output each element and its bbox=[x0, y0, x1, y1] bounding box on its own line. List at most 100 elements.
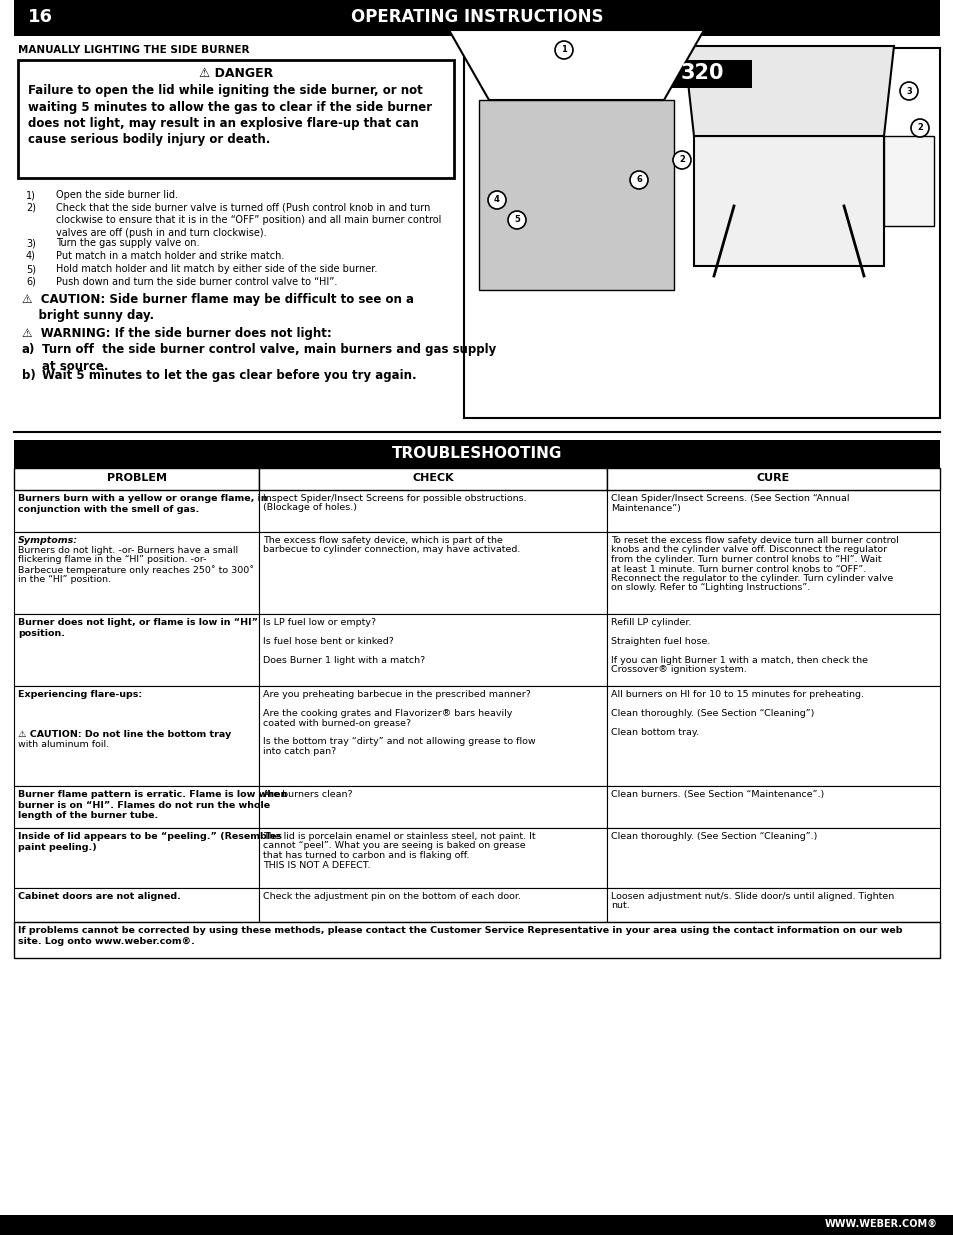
Circle shape bbox=[672, 151, 690, 169]
Text: 6): 6) bbox=[26, 277, 36, 287]
Text: Is LP fuel low or empty?: Is LP fuel low or empty? bbox=[263, 618, 376, 627]
Bar bbox=[259, 614, 606, 685]
Bar bbox=[14, 614, 259, 685]
Text: Loosen adjustment nut/s. Slide door/s until aligned. Tighten: Loosen adjustment nut/s. Slide door/s un… bbox=[610, 892, 893, 902]
Bar bbox=[259, 827, 606, 888]
Bar bbox=[478, 100, 673, 290]
Polygon shape bbox=[683, 46, 893, 136]
Text: ⚠  WARNING: If the side burner does not light:: ⚠ WARNING: If the side burner does not l… bbox=[22, 327, 332, 340]
Bar bbox=[14, 0, 939, 36]
Bar bbox=[606, 468, 939, 490]
Circle shape bbox=[629, 170, 647, 189]
Bar bbox=[259, 468, 606, 490]
Text: flickering flame in the “HI” position. -or-: flickering flame in the “HI” position. -… bbox=[18, 556, 206, 564]
Text: Are you preheating barbecue in the prescribed manner?: Are you preheating barbecue in the presc… bbox=[263, 690, 531, 699]
Text: WWW.WEBER.COM®: WWW.WEBER.COM® bbox=[824, 1219, 937, 1229]
Bar bbox=[14, 785, 259, 827]
Text: Inside of lid appears to be “peeling.” (Resembles
paint peeling.): Inside of lid appears to be “peeling.” (… bbox=[18, 832, 282, 852]
Text: ⚠ DANGER: ⚠ DANGER bbox=[198, 67, 273, 80]
Text: cannot “peel”. What you are seeing is baked on grease: cannot “peel”. What you are seeing is ba… bbox=[263, 841, 525, 851]
Bar bbox=[463, 48, 939, 417]
Text: To reset the excess flow safety device turn all burner control: To reset the excess flow safety device t… bbox=[610, 536, 898, 545]
Bar bbox=[606, 888, 939, 923]
Text: The excess flow safety device, which is part of the: The excess flow safety device, which is … bbox=[263, 536, 503, 545]
Text: a): a) bbox=[22, 343, 35, 356]
Text: 1: 1 bbox=[560, 46, 566, 54]
Text: ⚠  CAUTION: Side burner flame may be difficult to see on a
    bright sunny day.: ⚠ CAUTION: Side burner flame may be diff… bbox=[22, 293, 414, 322]
Text: Crossover® ignition system.: Crossover® ignition system. bbox=[610, 666, 745, 674]
Text: 5): 5) bbox=[26, 264, 36, 274]
Bar bbox=[693, 136, 883, 266]
Bar bbox=[606, 614, 939, 685]
Text: Failure to open the lid while igniting the side burner, or not
waiting 5 minutes: Failure to open the lid while igniting t… bbox=[28, 84, 432, 147]
Polygon shape bbox=[449, 30, 703, 100]
Bar bbox=[259, 532, 606, 614]
Text: Is fuel hose bent or kinked?: Is fuel hose bent or kinked? bbox=[263, 637, 394, 646]
Text: ⚠ CAUTION: Do not line the bottom tray: ⚠ CAUTION: Do not line the bottom tray bbox=[18, 730, 231, 739]
Text: Inspect Spider/Insect Screens for possible obstructions.: Inspect Spider/Insect Screens for possib… bbox=[263, 494, 526, 503]
Text: (Blockage of holes.): (Blockage of holes.) bbox=[263, 504, 357, 513]
Bar bbox=[18, 61, 454, 178]
Text: All burners on HI for 10 to 15 minutes for preheating.: All burners on HI for 10 to 15 minutes f… bbox=[610, 690, 862, 699]
Text: 16: 16 bbox=[28, 9, 53, 26]
Text: 2: 2 bbox=[679, 156, 684, 164]
Text: 4): 4) bbox=[26, 251, 36, 261]
Circle shape bbox=[507, 211, 525, 228]
Bar bbox=[0, 1215, 953, 1235]
Bar bbox=[883, 136, 933, 226]
Bar bbox=[606, 490, 939, 532]
Text: If you can light Burner 1 with a match, then check the: If you can light Burner 1 with a match, … bbox=[610, 656, 866, 664]
Text: 3): 3) bbox=[26, 238, 36, 248]
Text: with aluminum foil.: with aluminum foil. bbox=[18, 740, 109, 748]
Text: Clean Spider/Insect Screens. (See Section “Annual: Clean Spider/Insect Screens. (See Sectio… bbox=[610, 494, 848, 503]
Text: 2: 2 bbox=[916, 124, 922, 132]
Text: at least 1 minute. Turn burner control knobs to “OFF”.: at least 1 minute. Turn burner control k… bbox=[610, 564, 865, 573]
Text: MANUALLY LIGHTING THE SIDE BURNER: MANUALLY LIGHTING THE SIDE BURNER bbox=[18, 44, 250, 56]
Text: THIS IS NOT A DEFECT.: THIS IS NOT A DEFECT. bbox=[263, 861, 371, 869]
Circle shape bbox=[555, 41, 573, 59]
Text: Clean burners. (See Section “Maintenance”.): Clean burners. (See Section “Maintenance… bbox=[610, 790, 823, 799]
Text: barbecue to cylinder connection, may have activated.: barbecue to cylinder connection, may hav… bbox=[263, 546, 520, 555]
Text: coated with burned-on grease?: coated with burned-on grease? bbox=[263, 719, 411, 727]
Text: Push down and turn the side burner control valve to “HI”.: Push down and turn the side burner contr… bbox=[56, 277, 337, 287]
Text: Clean thoroughly. (See Section “Cleaning”): Clean thoroughly. (See Section “Cleaning… bbox=[610, 709, 813, 718]
Text: from the cylinder. Turn burner control knobs to “HI”. Wait: from the cylinder. Turn burner control k… bbox=[610, 555, 881, 564]
Text: Clean bottom tray.: Clean bottom tray. bbox=[610, 727, 698, 737]
Bar bbox=[14, 923, 939, 958]
Text: 2): 2) bbox=[26, 203, 36, 212]
Text: If problems cannot be corrected by using these methods, please contact the Custo: If problems cannot be corrected by using… bbox=[18, 926, 902, 946]
Text: Barbecue temperature only reaches 250˚ to 300˚: Barbecue temperature only reaches 250˚ t… bbox=[18, 564, 253, 574]
Text: Burner does not light, or flame is low in “HI”
position.: Burner does not light, or flame is low i… bbox=[18, 618, 257, 637]
Text: Reconnect the regulator to the cylinder. Turn cylinder valve: Reconnect the regulator to the cylinder.… bbox=[610, 574, 892, 583]
Text: Clean thoroughly. (See Section “Cleaning”.): Clean thoroughly. (See Section “Cleaning… bbox=[610, 832, 816, 841]
Text: CHECK: CHECK bbox=[412, 473, 454, 483]
Bar bbox=[606, 827, 939, 888]
Text: nut.: nut. bbox=[610, 902, 629, 910]
Text: Straighten fuel hose.: Straighten fuel hose. bbox=[610, 637, 709, 646]
Text: on slowly. Refer to “Lighting Instructions”.: on slowly. Refer to “Lighting Instructio… bbox=[610, 583, 809, 593]
Text: Turn the gas supply valve on.: Turn the gas supply valve on. bbox=[56, 238, 199, 248]
Bar bbox=[606, 532, 939, 614]
Text: The lid is porcelain enamel or stainless steel, not paint. It: The lid is porcelain enamel or stainless… bbox=[263, 832, 536, 841]
Bar bbox=[259, 685, 606, 785]
Text: PROBLEM: PROBLEM bbox=[107, 473, 167, 483]
Text: OPERATING INSTRUCTIONS: OPERATING INSTRUCTIONS bbox=[351, 9, 602, 26]
Text: 320: 320 bbox=[679, 63, 723, 83]
Bar bbox=[14, 440, 939, 468]
Bar bbox=[259, 888, 606, 923]
Text: 1): 1) bbox=[26, 190, 36, 200]
Text: into catch pan?: into catch pan? bbox=[263, 747, 336, 756]
Text: Burner flame pattern is erratic. Flame is low when
burner is on “HI”. Flames do : Burner flame pattern is erratic. Flame i… bbox=[18, 790, 287, 820]
Bar bbox=[14, 827, 259, 888]
Text: Experiencing flare-ups:: Experiencing flare-ups: bbox=[18, 690, 142, 699]
Bar bbox=[651, 61, 751, 88]
Text: Burners do not light. -or- Burners have a small: Burners do not light. -or- Burners have … bbox=[18, 546, 238, 555]
Text: Burners burn with a yellow or orange flame, in
conjunction with the smell of gas: Burners burn with a yellow or orange fla… bbox=[18, 494, 268, 514]
Bar bbox=[14, 532, 259, 614]
Text: Put match in a match holder and strike match.: Put match in a match holder and strike m… bbox=[56, 251, 284, 261]
Text: Is the bottom tray “dirty” and not allowing grease to flow: Is the bottom tray “dirty” and not allow… bbox=[263, 737, 536, 746]
Text: Maintenance”): Maintenance”) bbox=[610, 504, 679, 513]
Bar bbox=[259, 490, 606, 532]
Text: Open the side burner lid.: Open the side burner lid. bbox=[56, 190, 178, 200]
Text: CURE: CURE bbox=[756, 473, 789, 483]
